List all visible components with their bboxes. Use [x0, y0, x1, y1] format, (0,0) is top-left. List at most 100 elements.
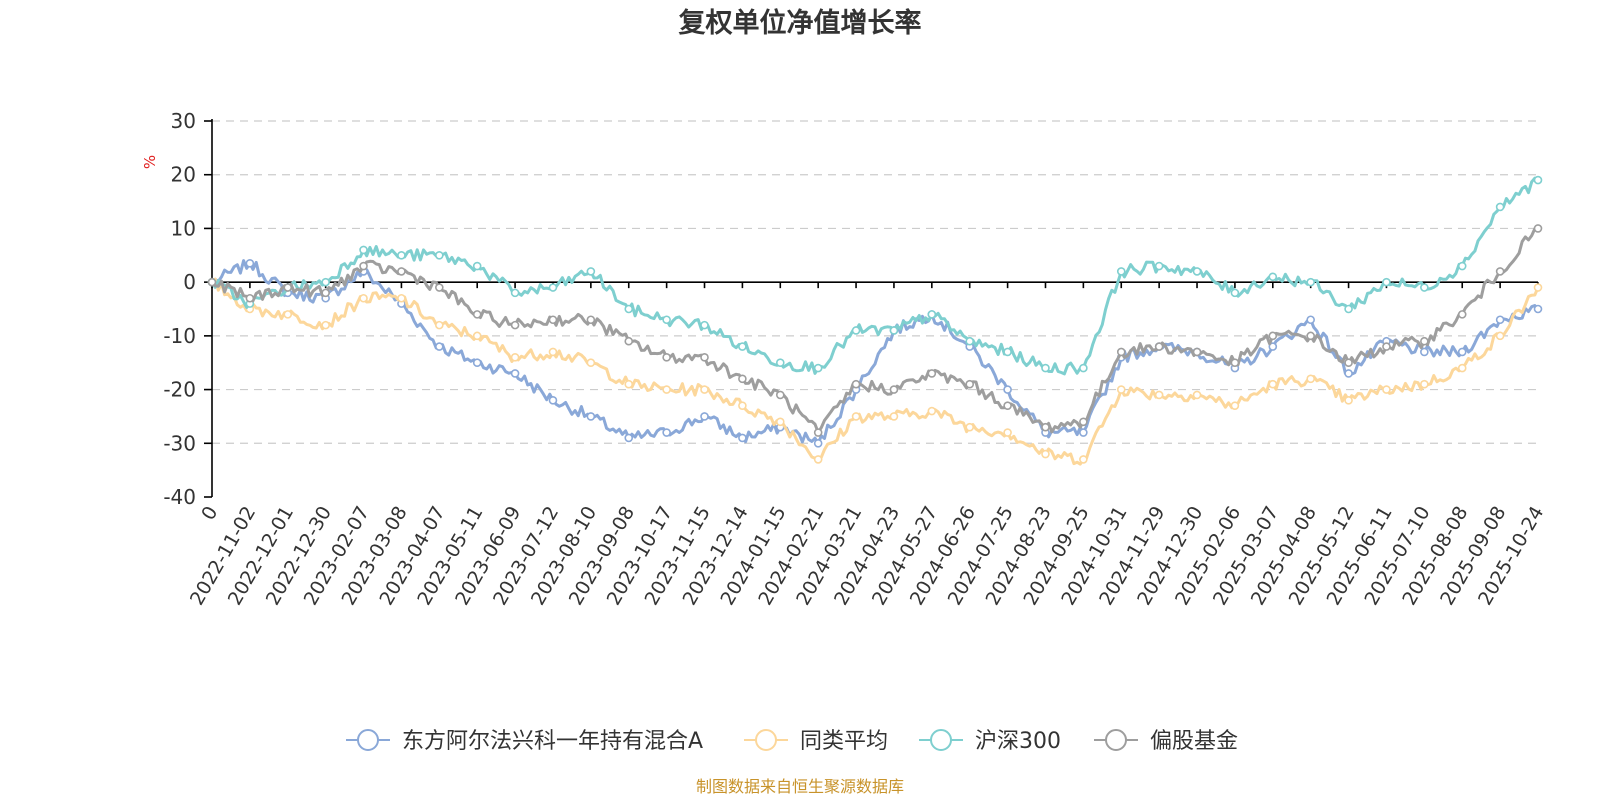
data-point [1533, 175, 1543, 185]
data-point [775, 417, 785, 427]
data-point [435, 283, 444, 292]
data-point [662, 428, 671, 437]
data-point [1079, 428, 1088, 437]
data-point [321, 320, 330, 330]
data-point [1003, 347, 1012, 357]
legend[interactable]: 东方阿尔法兴科一年持有混合A 同类平均 沪深300 偏股基金 [346, 729, 1238, 754]
legend-item-0[interactable]: 东方阿尔法兴科一年持有混合A [346, 729, 703, 754]
data-point [245, 259, 255, 268]
data-point [927, 310, 937, 319]
data-point [624, 304, 634, 314]
data-point [1003, 401, 1012, 410]
data-point [1420, 336, 1429, 346]
data-point [1003, 385, 1012, 394]
data-point [397, 293, 406, 303]
data-point [1382, 277, 1391, 287]
data-point [359, 261, 368, 271]
data-point [1116, 267, 1126, 276]
data-point [548, 315, 558, 325]
legend-marker-icon [357, 729, 379, 751]
data-point [586, 315, 596, 325]
data-point [1192, 390, 1202, 400]
data-point [1495, 315, 1505, 325]
data-point [472, 261, 482, 271]
data-point [1154, 261, 1164, 271]
data-point [397, 267, 406, 276]
data-point [1306, 277, 1315, 287]
data-point [889, 412, 899, 421]
legend-item-3[interactable]: 偏股基金 [1094, 729, 1238, 754]
data-point [1230, 358, 1240, 368]
data-point [1230, 288, 1240, 298]
legend-item-1[interactable]: 同类平均 [744, 729, 888, 754]
data-point [1116, 385, 1126, 394]
data-point [1495, 267, 1505, 276]
legend-marker-icon [930, 729, 952, 751]
data-point [1268, 379, 1278, 389]
data-point [1079, 417, 1088, 427]
data-point [851, 412, 861, 421]
data-point [813, 455, 823, 464]
data-point [624, 379, 634, 389]
y-tick-label: 10 [171, 216, 196, 240]
data-point [435, 342, 444, 351]
data-point [548, 283, 558, 292]
data-point [472, 358, 482, 368]
data-point [813, 438, 823, 448]
data-point [397, 250, 406, 260]
data-source-note: 制图数据来自恒生聚源数据库 [696, 777, 904, 796]
data-point [1533, 304, 1543, 314]
data-point [813, 428, 823, 437]
data-point [548, 396, 558, 405]
data-point [321, 288, 330, 298]
data-point [207, 277, 217, 287]
data-point [851, 326, 861, 335]
data-point [1457, 261, 1467, 271]
data-point [1230, 401, 1240, 410]
y-tick-label: 30 [171, 109, 196, 133]
data-point [245, 293, 255, 303]
data-point [662, 353, 671, 362]
data-point [1116, 347, 1126, 357]
y-tick-label: -20 [163, 378, 196, 402]
data-point [927, 369, 937, 378]
data-point [1041, 449, 1050, 459]
data-point [1079, 363, 1088, 373]
legend-item-2[interactable]: 沪深300 [919, 729, 1061, 754]
data-point [1192, 347, 1202, 357]
data-point [1003, 428, 1012, 437]
data-point [1420, 379, 1429, 389]
data-point [1192, 267, 1202, 276]
data-point [283, 283, 293, 292]
series-line-3 [210, 226, 1540, 434]
series-lines [207, 175, 1543, 466]
data-point [586, 412, 596, 421]
data-point [624, 433, 634, 443]
data-point [510, 369, 520, 378]
data-point [1495, 331, 1505, 341]
data-point [1344, 369, 1353, 378]
data-point [813, 363, 823, 373]
data-point [1268, 342, 1278, 351]
data-point [624, 336, 634, 346]
chart-title: 复权单位净值增长率 [679, 7, 922, 39]
data-point [1420, 283, 1429, 292]
data-point [510, 288, 520, 298]
data-point [1154, 342, 1164, 351]
data-point [1457, 363, 1467, 373]
data-point [965, 379, 975, 389]
data-point [472, 331, 482, 341]
data-point [1344, 358, 1353, 368]
data-point [775, 358, 785, 368]
data-point [965, 336, 975, 346]
data-point [1306, 374, 1315, 384]
data-point [548, 347, 558, 357]
y-tick-label: -10 [163, 324, 196, 348]
data-point [851, 379, 861, 389]
data-point [586, 358, 596, 368]
data-point [283, 310, 293, 319]
data-point [359, 293, 368, 303]
data-point [1457, 347, 1467, 357]
data-point [586, 267, 596, 276]
